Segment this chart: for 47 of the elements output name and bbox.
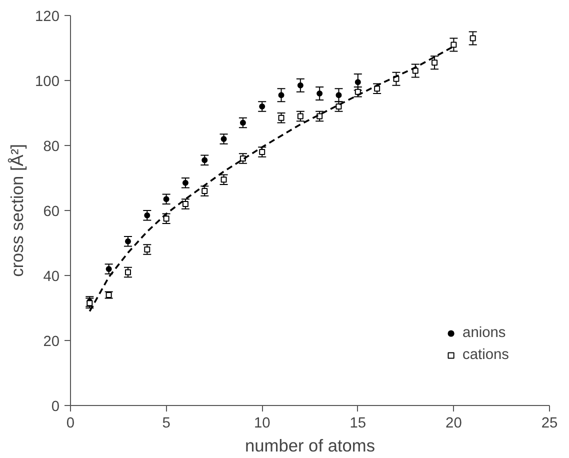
- point: [144, 212, 150, 218]
- x-tick-label: 15: [350, 416, 366, 432]
- point: [450, 42, 457, 48]
- point: [297, 113, 304, 120]
- point: [240, 120, 246, 126]
- point: [259, 149, 266, 155]
- point: [182, 180, 188, 186]
- point: [374, 86, 380, 92]
- x-tick-label: 25: [541, 416, 558, 432]
- point: [202, 188, 208, 194]
- point: [316, 113, 323, 120]
- point: [182, 201, 188, 207]
- y-tick-label: 0: [51, 399, 60, 415]
- point: [336, 92, 342, 98]
- x-tick-label: 20: [446, 416, 462, 432]
- point: [202, 157, 208, 164]
- point: [220, 136, 227, 142]
- y-axis-title: cross section [Å²]: [7, 144, 28, 277]
- y-tick-label: 120: [35, 9, 60, 25]
- legend-label: anions: [462, 325, 506, 341]
- point: [432, 60, 438, 66]
- point: [124, 238, 131, 244]
- legend-label: cations: [462, 347, 509, 363]
- point: [297, 82, 304, 88]
- point: [163, 216, 170, 222]
- point: [220, 176, 227, 183]
- y-tick-label: 40: [43, 269, 60, 285]
- point: [316, 90, 323, 96]
- point: [259, 104, 266, 110]
- y-tick-label: 20: [43, 334, 60, 350]
- point: [124, 269, 131, 276]
- y-tick-label: 80: [43, 139, 60, 155]
- point: [354, 79, 361, 86]
- point: [144, 246, 150, 252]
- x-tick-label: 10: [254, 416, 270, 432]
- point: [412, 68, 418, 74]
- x-axis-title: number of atoms: [244, 436, 376, 456]
- point: [163, 196, 170, 202]
- point: [278, 114, 284, 121]
- y-tick-label: 100: [35, 74, 60, 90]
- point: [470, 35, 476, 42]
- x-tick-label: 5: [162, 416, 170, 432]
- y-tick-label: 60: [43, 204, 60, 220]
- point: [278, 92, 284, 98]
- point: [336, 104, 342, 110]
- x-tick-label: 0: [66, 416, 75, 432]
- point: [106, 266, 112, 272]
